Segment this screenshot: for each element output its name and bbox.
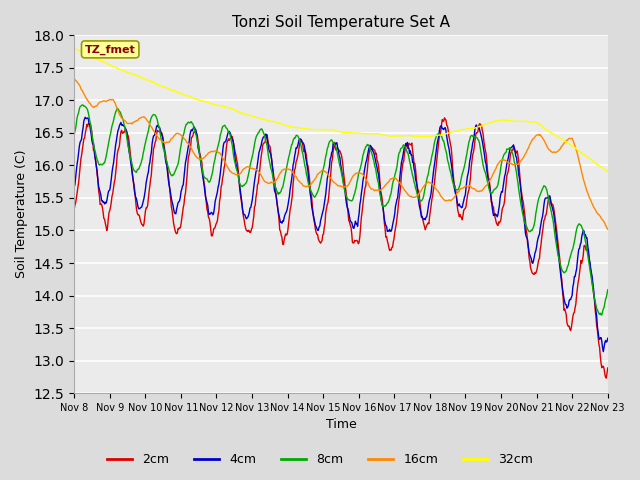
Title: Tonzi Soil Temperature Set A: Tonzi Soil Temperature Set A xyxy=(232,15,450,30)
Legend: 2cm, 4cm, 8cm, 16cm, 32cm: 2cm, 4cm, 8cm, 16cm, 32cm xyxy=(102,448,538,471)
X-axis label: Time: Time xyxy=(326,419,356,432)
Text: TZ_fmet: TZ_fmet xyxy=(85,44,136,55)
Y-axis label: Soil Temperature (C): Soil Temperature (C) xyxy=(15,150,28,278)
